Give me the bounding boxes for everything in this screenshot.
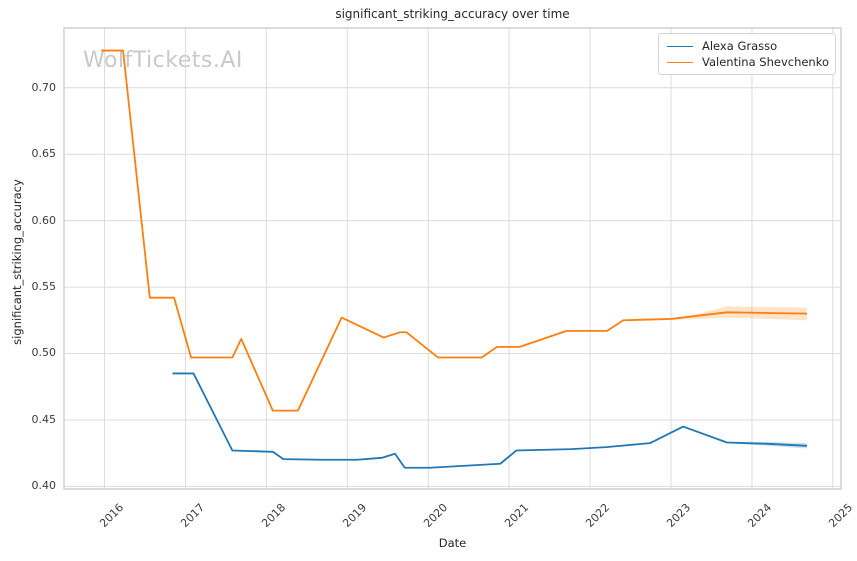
legend-label: Alexa Grasso [702,39,778,53]
x-axis-label: Date [438,536,467,550]
y-axis-label-text: significant_striking_accuracy [10,179,24,345]
y-tick-label: 0.65 [31,147,57,161]
series-line [101,49,808,412]
legend-line-swatch [667,61,693,63]
series-line [172,372,808,469]
legend-line-swatch [667,45,693,47]
y-tick-label: 0.50 [31,346,57,360]
legend-entry: Valentina Shevchenko [667,54,830,70]
y-tick-label: 0.60 [31,213,57,227]
y-tick-label: 0.70 [31,80,57,94]
legend-label: Valentina Shevchenko [702,55,830,69]
legend-entry: Alexa Grasso [667,38,827,54]
y-tick-label: 0.40 [31,479,57,493]
y-tick-label: 0.45 [31,412,57,426]
chart-title: significant_striking_accuracy over time [335,7,570,21]
plot-border [63,27,842,490]
legend: Alexa Grasso Valentina Shevchenko [658,33,836,75]
y-tick-label: 0.55 [31,280,57,294]
